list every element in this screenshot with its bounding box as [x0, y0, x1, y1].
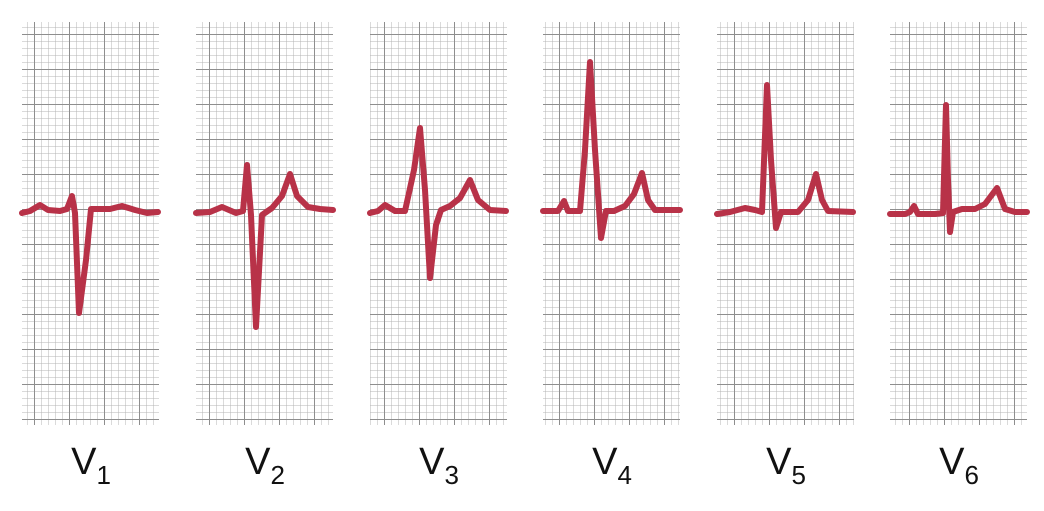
grid-panel: [196, 22, 333, 425]
waveform: [540, 59, 683, 241]
grid-panel: [543, 22, 680, 425]
waveform: [193, 162, 336, 330]
lead-letter: V: [592, 441, 618, 483]
lead-letter: V: [71, 441, 97, 483]
lead-subscript: 3: [444, 460, 458, 490]
lead-subscript: 5: [791, 460, 805, 490]
lead-subscript: 1: [96, 460, 110, 490]
labels: V1 V2 V3 V4 V5 V6: [71, 441, 979, 490]
waveform: [19, 193, 161, 316]
lead-subscript: 4: [617, 460, 631, 490]
lead-label: V6: [939, 441, 979, 490]
lead-label: V5: [766, 441, 806, 490]
lead-label: V4: [592, 441, 632, 490]
lead-subscript: 2: [270, 460, 284, 490]
lead-letter: V: [939, 441, 965, 483]
lead-letter: V: [419, 441, 445, 483]
lead-label: V2: [245, 441, 285, 490]
waveform: [714, 82, 856, 231]
waveform: [367, 125, 509, 281]
lead-letter: V: [245, 441, 271, 483]
waveforms: [19, 59, 1030, 330]
lead-label: V3: [419, 441, 459, 490]
waveform: [887, 102, 1030, 235]
grids: [22, 22, 1027, 425]
lead-subscript: 6: [964, 460, 978, 490]
lead-letter: V: [766, 441, 792, 483]
grid-panel: [717, 22, 854, 425]
lead-label: V1: [71, 441, 111, 490]
grid-panel: [890, 22, 1027, 425]
